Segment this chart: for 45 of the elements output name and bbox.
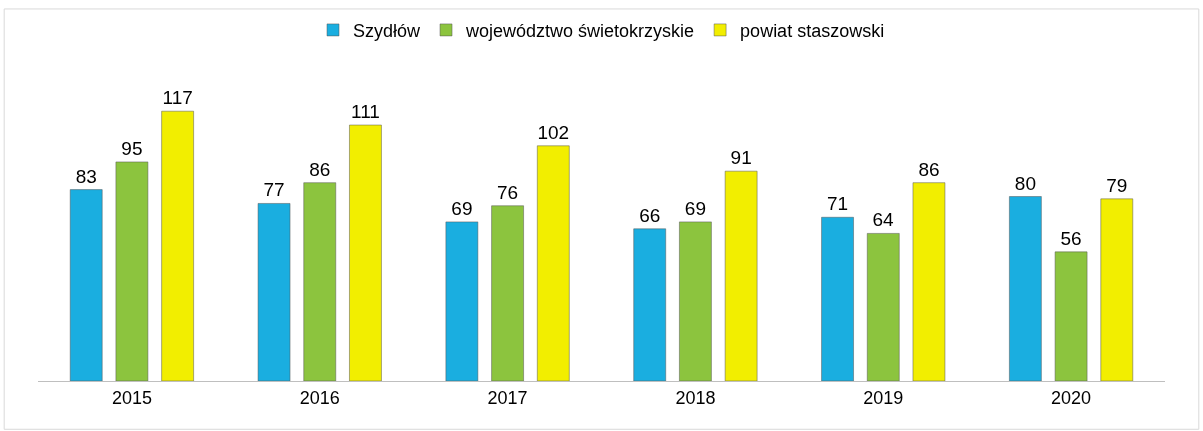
data-label: 86: [309, 158, 331, 180]
data-label: 83: [75, 165, 97, 187]
legend-label: województwo świetokrzyskie: [465, 20, 695, 41]
x-tick-label: 2016: [299, 387, 340, 408]
x-tick-label: 2019: [863, 387, 904, 408]
x-tick-label: 2015: [111, 387, 152, 408]
bar: [161, 110, 194, 381]
bar: [115, 161, 149, 381]
data-label: 77: [263, 179, 285, 201]
x-tick-label: 2020: [1051, 387, 1092, 408]
bar: [1054, 251, 1088, 381]
data-label: 66: [639, 204, 661, 226]
bar: [69, 189, 103, 381]
bar: [912, 182, 946, 381]
legend-label: Szydłów: [353, 20, 422, 41]
bar: [349, 124, 382, 381]
bar: [633, 228, 666, 381]
bar: [537, 145, 570, 381]
bar: [303, 182, 336, 381]
data-label: 69: [451, 197, 473, 219]
data-label: 86: [918, 158, 940, 180]
data-label: 95: [121, 137, 143, 159]
data-label: 71: [826, 193, 849, 215]
x-tick-label: 2018: [675, 387, 716, 408]
data-label: 117: [162, 87, 193, 109]
bar: [821, 217, 854, 381]
data-label: 80: [1014, 172, 1036, 194]
bar: [445, 221, 479, 381]
x-tick-label: 2017: [487, 387, 528, 408]
data-label: 91: [730, 147, 752, 169]
data-label: 69: [684, 197, 706, 219]
legend-label: powiat staszowski: [740, 20, 885, 41]
data-label: 102: [537, 121, 570, 143]
bar: [1009, 196, 1042, 381]
bar: [1100, 198, 1134, 381]
bar: [491, 205, 524, 381]
data-label: 79: [1106, 174, 1128, 196]
data-label: 56: [1060, 227, 1082, 249]
bar: [867, 233, 900, 381]
data-label: 76: [497, 181, 519, 203]
data-label: 111: [351, 101, 380, 123]
bar: [724, 170, 758, 381]
bar: [679, 221, 712, 381]
data-label: 64: [872, 209, 895, 231]
bar: [257, 203, 291, 381]
